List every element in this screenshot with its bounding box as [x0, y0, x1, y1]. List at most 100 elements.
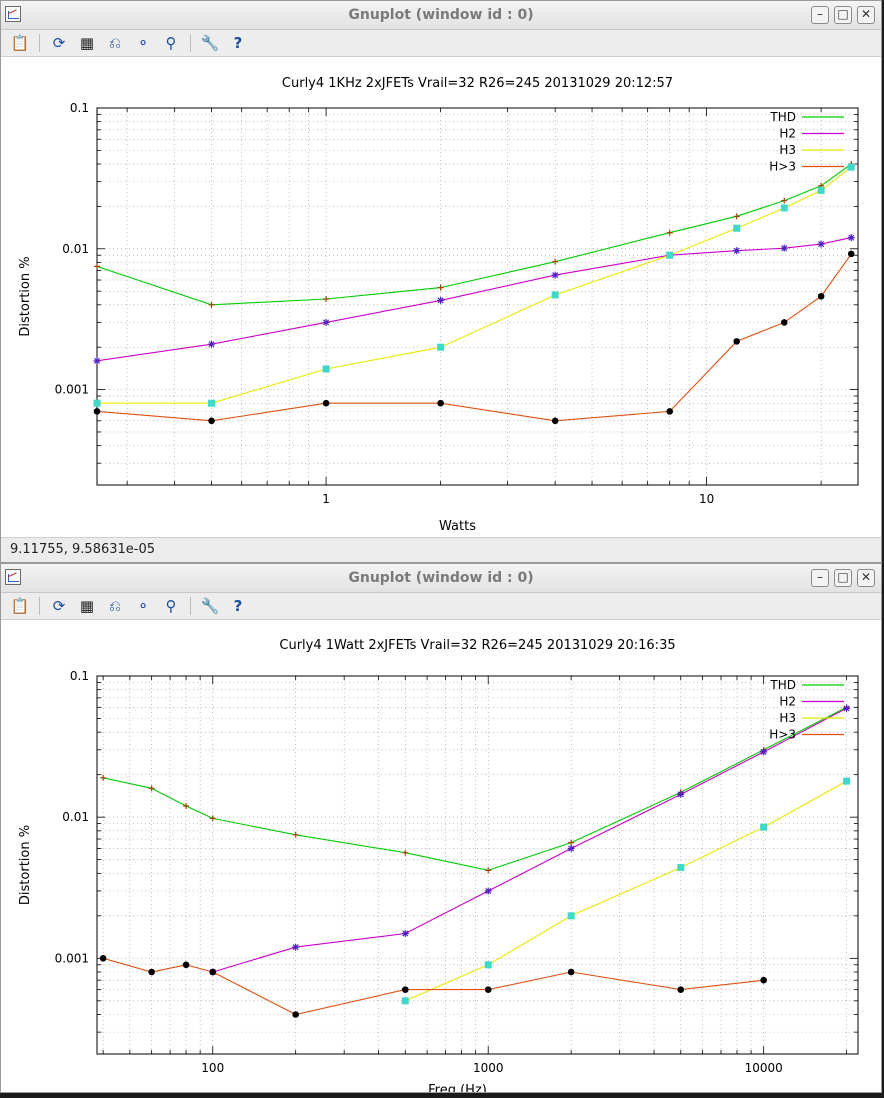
data-point — [182, 961, 190, 969]
help-icon[interactable]: ? — [233, 597, 243, 615]
data-point — [208, 301, 215, 308]
toolbar-separator — [39, 597, 42, 615]
export-icon[interactable]: 📋 — [10, 597, 30, 615]
toolbar: 📋 ⟳ ▦ ⎌ ⚬ ⚲ 🔧 ? — [1, 30, 881, 57]
legend-label: THD — [769, 678, 796, 692]
data-point — [551, 271, 559, 279]
data-point — [437, 343, 445, 351]
data-point — [760, 748, 768, 756]
legend-label: H2 — [779, 695, 796, 709]
zoom-previous-icon[interactable]: ⎌ — [108, 34, 121, 52]
y-axis-label: Distortion % — [18, 256, 33, 336]
export-icon[interactable]: 📋 — [10, 34, 30, 52]
data-point — [322, 365, 330, 373]
grid-icon[interactable]: ▦ — [79, 34, 95, 52]
cursor-coordinates: 9.11755, 9.58631e-05 — [10, 542, 156, 557]
plot-area[interactable]: Curly4 1KHz 2xJFETs Vrail=32 R26=245 201… — [1, 57, 881, 538]
series-line-h3 — [405, 780, 847, 1002]
data-point — [93, 399, 101, 407]
distortion-vs-frequency-chart[interactable]: Curly4 1Watt 2xJFETs Vrail=32 R26=245 20… — [1, 620, 881, 1098]
data-point — [93, 408, 101, 415]
data-point — [552, 258, 559, 265]
data-point — [208, 340, 216, 348]
close-button[interactable]: ✕ — [857, 569, 875, 587]
gnuplot-window-1watt[interactable]: Gnuplot (window id : 0) – □ ✕ 📋 ⟳ ▦ ⎌ ⚬ … — [0, 563, 882, 1098]
series-line-h-3 — [97, 253, 852, 422]
data-point — [484, 887, 492, 895]
legend-label: H2 — [779, 127, 796, 141]
data-point — [666, 251, 674, 259]
window-titlebar[interactable]: Gnuplot (window id : 0) – □ ✕ — [1, 1, 881, 30]
data-point — [733, 224, 741, 232]
x-tick-label: 1000 — [473, 1061, 504, 1075]
minimize-button[interactable]: – — [811, 569, 829, 587]
zoom-next-icon[interactable]: ⚬ — [136, 597, 150, 615]
gnuplot-window-1khz[interactable]: Gnuplot (window id : 0) – □ ✕ 📋 ⟳ ▦ ⎌ ⚬ … — [0, 0, 882, 563]
data-point — [781, 197, 788, 204]
plot-frame — [96, 675, 859, 1055]
zoom-previous-icon[interactable]: ⎌ — [108, 597, 121, 615]
plot-area[interactable]: Curly4 1Watt 2xJFETs Vrail=32 R26=245 20… — [1, 620, 881, 1098]
data-point — [843, 704, 851, 712]
settings-icon[interactable]: 🔧 — [200, 34, 220, 52]
y-tick-label: 0.01 — [62, 242, 89, 256]
x-tick-label: 1 — [322, 492, 330, 506]
help-icon[interactable]: ? — [233, 34, 243, 52]
data-point — [760, 976, 767, 984]
data-point — [677, 790, 685, 798]
grid-icon[interactable]: ▦ — [79, 597, 95, 615]
settings-icon[interactable]: 🔧 — [200, 597, 220, 615]
data-point — [817, 292, 825, 300]
data-point — [847, 163, 855, 171]
data-point — [733, 247, 741, 255]
data-point — [100, 774, 107, 781]
distortion-vs-watts-chart[interactable]: Curly4 1KHz 2xJFETs Vrail=32 R26=245 201… — [1, 57, 881, 538]
window-title: Gnuplot (window id : 0) — [348, 7, 534, 23]
window-title: Gnuplot (window id : 0) — [348, 570, 534, 586]
series-line-h2 — [212, 707, 847, 973]
x-tick-label: 10 — [699, 492, 714, 506]
data-point — [94, 263, 100, 270]
data-point — [148, 968, 155, 976]
data-point — [843, 777, 851, 785]
data-point — [780, 204, 788, 212]
legend-label: THD — [769, 110, 796, 124]
data-point — [567, 912, 575, 920]
y-tick-label: 0.1 — [70, 101, 89, 115]
toolbar-separator — [190, 34, 193, 52]
autoscale-icon[interactable]: ⚲ — [165, 34, 177, 52]
data-point — [551, 417, 559, 425]
y-tick-label: 0.001 — [55, 951, 89, 965]
data-point — [292, 1011, 299, 1018]
chart-title: Curly4 1Watt 2xJFETs Vrail=32 R26=245 20… — [279, 638, 675, 653]
window-titlebar[interactable]: Gnuplot (window id : 0) – □ ✕ — [1, 564, 881, 593]
toolbar-separator — [190, 597, 193, 615]
data-point — [148, 785, 155, 792]
zoom-next-icon[interactable]: ⚬ — [136, 34, 150, 52]
x-axis-label: Freq (Hz) — [428, 1083, 487, 1092]
replot-icon[interactable]: ⟳ — [52, 34, 66, 52]
data-point — [484, 986, 492, 993]
data-point — [817, 186, 825, 194]
plot-frame — [96, 107, 859, 486]
series-line-h3 — [97, 166, 852, 404]
series-line-h-3 — [102, 957, 764, 1016]
toolbar-separator — [39, 34, 42, 52]
legend-label: H3 — [779, 143, 796, 157]
data-point — [733, 338, 741, 345]
data-point — [183, 802, 190, 809]
maximize-button[interactable]: □ — [834, 6, 852, 24]
data-point — [292, 943, 300, 951]
close-button[interactable]: ✕ — [857, 6, 875, 24]
data-point — [733, 213, 740, 220]
gnuplot-app-icon — [5, 6, 21, 22]
legend-label: H>3 — [769, 160, 796, 174]
autoscale-icon[interactable]: ⚲ — [165, 597, 177, 615]
data-point — [401, 986, 409, 993]
data-point — [208, 399, 216, 407]
status-bar: 9.11755, 9.58631e-05 — [1, 537, 881, 562]
minimize-button[interactable]: – — [811, 6, 829, 24]
replot-icon[interactable]: ⟳ — [52, 597, 66, 615]
gnuplot-app-icon — [5, 569, 21, 585]
maximize-button[interactable]: □ — [834, 569, 852, 587]
